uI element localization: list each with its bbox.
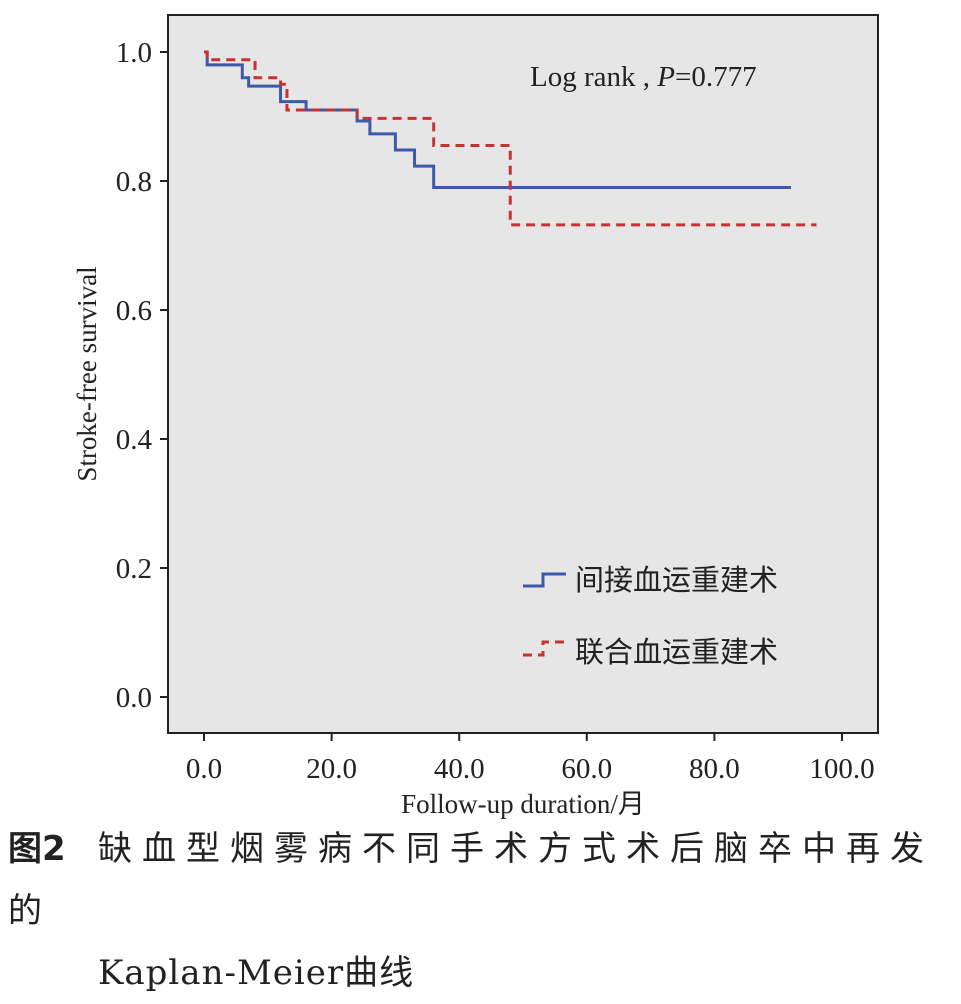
y-tick-label: 0.2 — [116, 553, 152, 585]
x-tick-label: 40.0 — [434, 753, 485, 785]
legend-item-series-2: 联合血运重建术 — [523, 635, 778, 669]
x-axis-ticks: 0.0 20.0 40.0 60.0 80.0 100.0 — [186, 733, 875, 785]
legend-swatch-series-1 — [523, 572, 566, 588]
series-line-2 — [204, 50, 817, 227]
x-tick-label: 20.0 — [306, 753, 357, 785]
figure-title-line-1: 缺血型烟雾病不同手术方式术后脑卒中再发的 — [8, 829, 934, 931]
y-tick-label: 1.0 — [116, 37, 152, 69]
legend: 间接血运重建术 联合血运重建术 — [523, 563, 778, 669]
y-axis-title: Stroke-free survival — [72, 266, 102, 481]
x-tick-label: 100.0 — [809, 753, 874, 785]
figure-label: 图2 — [8, 829, 66, 869]
y-tick-label: 0.4 — [116, 424, 153, 456]
y-tick-label: 0.6 — [116, 295, 152, 327]
legend-label-series-1: 间接血运重建术 — [575, 563, 778, 597]
y-axis-ticks: 0.0 0.2 0.4 0.6 0.8 1.0 — [116, 37, 168, 714]
annotation-log-rank: Log rank , P=0.777 — [530, 61, 757, 93]
x-tick-label: 60.0 — [561, 753, 612, 785]
figure-caption: 图2 缺血型烟雾病不同手术方式术后脑卒中再发的 Kaplan-Meier曲线 — [8, 818, 953, 1004]
legend-item-series-1: 间接血运重建术 — [523, 563, 778, 597]
x-axis-title: Follow-up duration/月 — [401, 789, 645, 819]
figure-title-line-2: Kaplan-Meier曲线 — [98, 953, 415, 993]
y-tick-label: 0.8 — [116, 166, 152, 198]
series-layer — [204, 50, 817, 227]
plot-area — [167, 14, 879, 734]
kaplan-meier-chart: 0.0 20.0 40.0 60.0 80.0 100.0 0.0 0.2 0.4 0.6 0.8… — [72, 14, 879, 819]
x-tick-label: 80.0 — [689, 753, 740, 785]
y-tick-label: 0.0 — [116, 682, 152, 714]
x-tick-label: 0.0 — [186, 753, 222, 785]
legend-label-series-2: 联合血运重建术 — [575, 635, 778, 669]
